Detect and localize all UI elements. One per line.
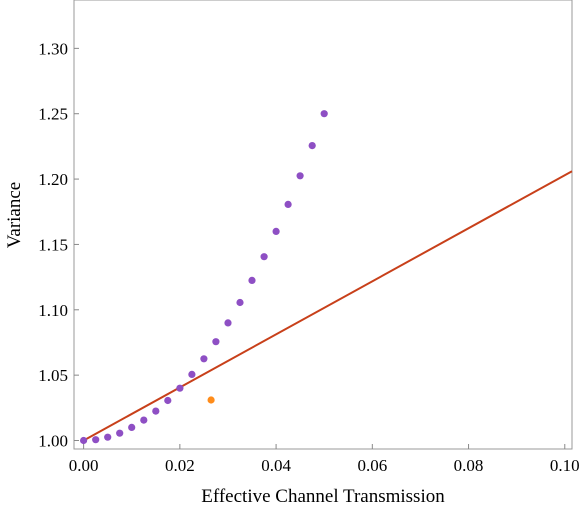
reference-line xyxy=(83,170,573,442)
x-tick-label: 0.04 xyxy=(261,456,291,475)
x-axis-label: Effective Channel Transmission xyxy=(201,486,445,507)
data-point xyxy=(80,436,88,445)
data-point xyxy=(200,355,208,363)
data-point xyxy=(296,172,304,180)
y-tick-label: 1.15 xyxy=(38,235,68,254)
data-point xyxy=(164,396,172,405)
data-point xyxy=(224,319,232,327)
data-point xyxy=(320,110,328,118)
x-tick-label: 0.10 xyxy=(550,456,580,475)
data-point xyxy=(308,142,316,150)
data-point xyxy=(104,433,112,441)
axis-ticks: 0.00 0.02 0.04 0.06 0.08 0.10 1.00 1.05 1.10 1.15… xyxy=(38,39,579,475)
data-series xyxy=(80,110,573,445)
data-point xyxy=(188,370,196,378)
x-tick-label: 0.06 xyxy=(357,456,387,475)
data-point xyxy=(284,200,292,208)
data-point xyxy=(272,227,280,235)
data-point xyxy=(260,253,268,261)
y-tick-label: 1.25 xyxy=(38,105,68,124)
data-point xyxy=(92,436,100,444)
x-tick-label: 0.00 xyxy=(69,456,99,475)
data-point xyxy=(116,429,124,437)
y-tick-label: 1.05 xyxy=(38,366,68,385)
data-point xyxy=(248,276,256,284)
x-tick-label: 0.02 xyxy=(165,456,195,475)
x-tick-label: 0.08 xyxy=(454,456,484,475)
data-point xyxy=(212,338,220,346)
y-axis-label: Variance xyxy=(4,182,25,248)
y-tick-label: 1.10 xyxy=(38,301,68,320)
data-point xyxy=(152,407,160,415)
data-point xyxy=(140,416,148,424)
data-point xyxy=(128,423,136,431)
y-tick-label: 1.30 xyxy=(38,39,68,58)
y-tick-label: 1.20 xyxy=(38,170,68,189)
data-point xyxy=(236,298,244,307)
plot-frame xyxy=(73,0,573,450)
data-point xyxy=(176,384,184,392)
data-point xyxy=(207,396,215,404)
y-tick-label: 1.00 xyxy=(38,432,68,451)
